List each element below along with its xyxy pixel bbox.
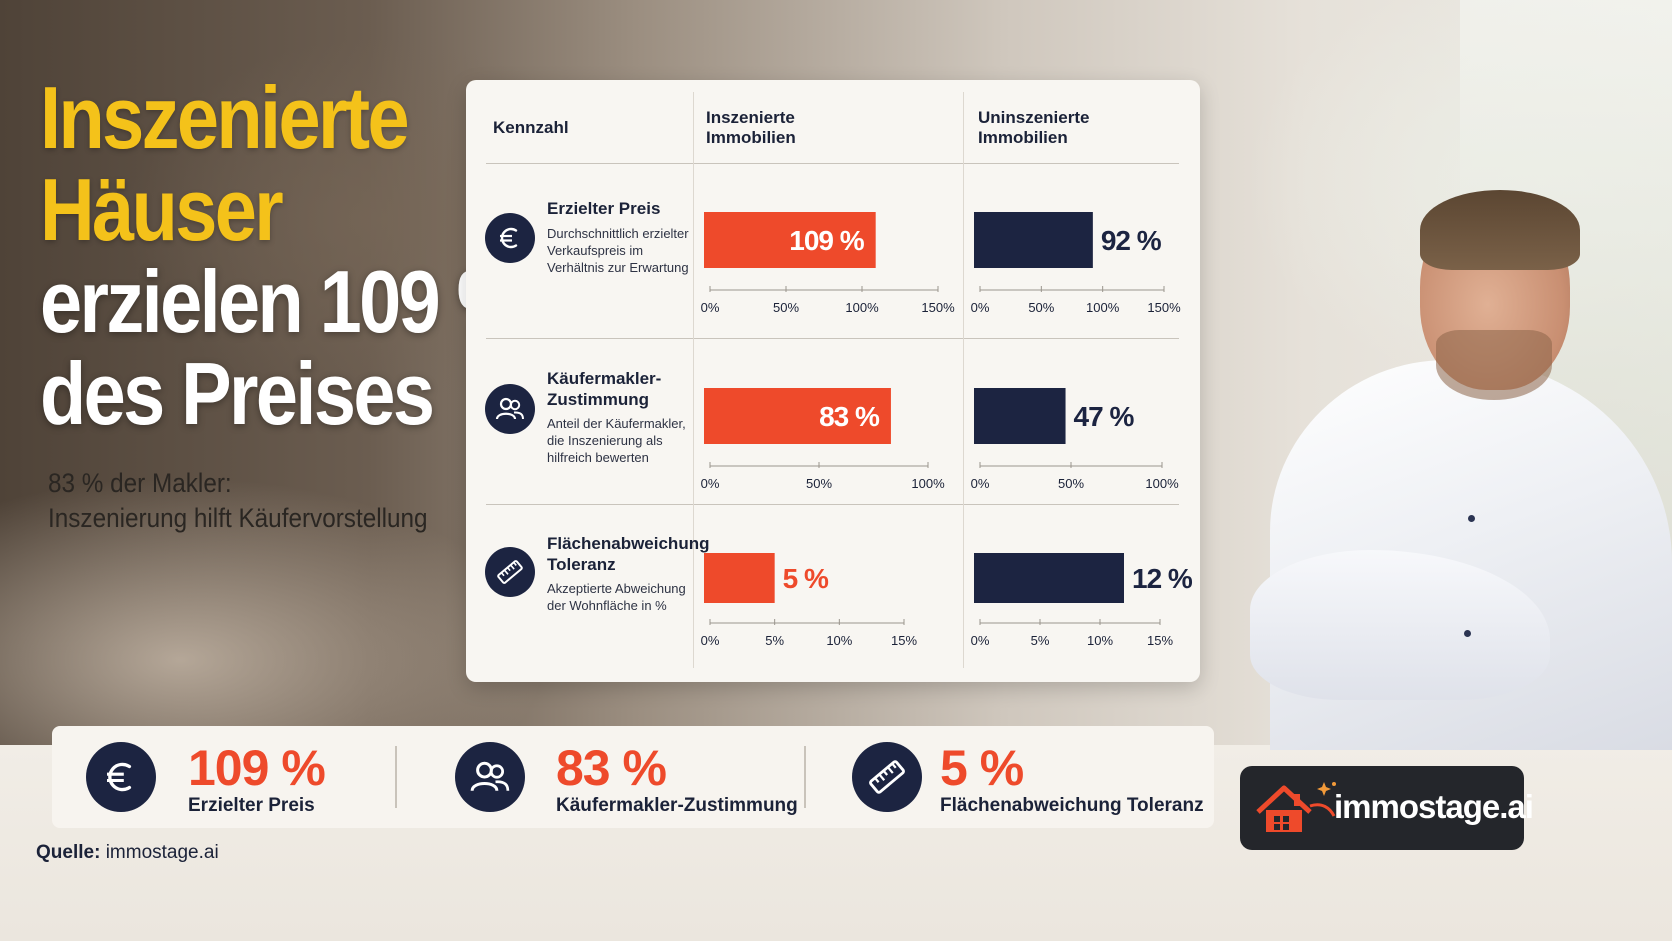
subheadline-line: Inszenierung hilft Käufervorstellung [48, 503, 428, 533]
people-icon [455, 742, 525, 812]
column-header-line: Immobilien [706, 128, 796, 147]
bar-value-label: 5 % [783, 563, 829, 594]
stats-divider [395, 746, 397, 808]
axis-tick-label: 0% [701, 300, 720, 315]
axis-tick-label: 100% [1145, 476, 1179, 491]
bar-unstaged [974, 388, 1066, 444]
axis-tick-label: 100% [911, 476, 945, 491]
axis-tick-label: 150% [921, 300, 955, 315]
stats-divider [804, 746, 806, 808]
stats-strip [52, 726, 1214, 828]
logo-text: immostage.ai [1334, 788, 1534, 825]
axis-tick-label: 50% [1028, 300, 1054, 315]
bar-unstaged [974, 212, 1093, 268]
comparison-table: Kennzahl Inszenierte Immobilien Uninszen… [466, 80, 1200, 682]
column-header-line: Inszenierte [706, 108, 795, 127]
ruler-icon [852, 742, 922, 812]
axis-tick-label: 0% [971, 476, 990, 491]
row-title-line: Zustimmung [547, 390, 649, 409]
source-value: immostage.ai [105, 842, 219, 863]
row-title-line: Käufermakler- [547, 369, 662, 388]
stat-value: 5 % [940, 740, 1024, 796]
euro-icon [86, 742, 156, 812]
row-title-line: Flächenabweichung [547, 534, 710, 553]
euro-icon [485, 213, 535, 263]
row-description: Anteil der Käufermakler, die Inszenierun… [547, 416, 686, 465]
column-header-line: Immobilien [978, 128, 1068, 147]
row-description: Akzeptierte Abweichung der Wohnfläche in… [547, 581, 686, 613]
headline-line: Häuser [40, 160, 284, 259]
house-logo-icon [1256, 782, 1336, 832]
shirt-button [1468, 515, 1475, 522]
axis-tick-label: 5% [1031, 633, 1050, 648]
bar-value-label: 12 % [1132, 563, 1193, 594]
bar-value-label: 47 % [1074, 401, 1135, 432]
axis-tick-label: 0% [701, 476, 720, 491]
table-divider [486, 504, 1179, 505]
column-header-metric: Kennzahl [493, 118, 569, 137]
brand-logo: immostage.ai [1240, 766, 1534, 850]
stat-value: 83 % [556, 740, 667, 796]
bar-staged [704, 553, 775, 603]
table-column-divider [693, 92, 694, 668]
bar-value-label: 92 % [1101, 225, 1162, 256]
source-label: Quelle: [36, 842, 101, 863]
stat-value: 109 % [188, 740, 326, 796]
stat-label: Flächenabweichung Toleranz [940, 795, 1204, 816]
column-header-unstaged: Uninszenierte Immobilien [978, 108, 1089, 148]
axis-tick-label: 0% [701, 633, 720, 648]
person-beard [1436, 330, 1552, 400]
column-header-line: Uninszenierte [978, 108, 1090, 127]
axis-tick-label: 50% [806, 476, 832, 491]
person-hair [1420, 190, 1580, 270]
axis-tick-label: 100% [845, 300, 879, 315]
headline-line: erzielen 109 % [40, 252, 524, 351]
person-photo [1250, 190, 1672, 750]
axis-tick-label: 5% [765, 633, 784, 648]
row-description: Durchschnittlich erzielter Verkaufspreis… [547, 226, 689, 275]
axis-tick-label: 10% [1087, 633, 1113, 648]
subheadline-line: 83 % der Makler: [48, 468, 232, 498]
bar-value-label: 83 % [819, 401, 880, 432]
axis-tick-label: 0% [971, 633, 990, 648]
axis-tick-label: 15% [1147, 633, 1173, 648]
row-title: Flächenabweichung Toleranz [547, 533, 709, 575]
axis-tick-label: 50% [773, 300, 799, 315]
row-title: Käufermakler- Zustimmung [547, 368, 661, 410]
headline: Inszenierte Häuser erzielen 109 % des Pr… [40, 68, 524, 443]
axis-tick-label: 0% [971, 300, 990, 315]
people-icon [485, 384, 535, 434]
source-note: Quelle: immostage.ai [36, 842, 219, 864]
stat-label: Erzielter Preis [188, 795, 315, 816]
bar-value-label: 109 % [789, 225, 864, 256]
row-title: Erzielter Preis [547, 199, 661, 218]
shirt-button [1464, 630, 1471, 637]
column-header-staged: Inszenierte Immobilien [706, 108, 796, 148]
headline-line: Inszenierte [40, 68, 410, 167]
table-divider [486, 163, 1179, 164]
axis-tick-label: 10% [826, 633, 852, 648]
axis-tick-label: 15% [891, 633, 917, 648]
comparison-bar-charts: 109 % 0% 50% 100% 150% 92 % 0% 50% 100% 150% 83 % 0… [701, 212, 1194, 648]
stat-label: Käufermakler-Zustimmung [556, 795, 798, 816]
row-title-line: Toleranz [547, 555, 616, 574]
bar-unstaged [974, 553, 1124, 603]
table-divider [486, 338, 1179, 339]
headline-line: des Preises [40, 344, 435, 443]
subheadline: 83 % der Makler: Inszenierung hilft Käuf… [48, 466, 435, 536]
bar-staged [704, 212, 876, 268]
axis-tick-label: 100% [1086, 300, 1120, 315]
axis-tick-label: 50% [1058, 476, 1084, 491]
table-column-divider [963, 92, 964, 668]
ruler-icon [485, 547, 535, 597]
axis-tick-label: 150% [1147, 300, 1181, 315]
bar-staged [704, 388, 891, 444]
